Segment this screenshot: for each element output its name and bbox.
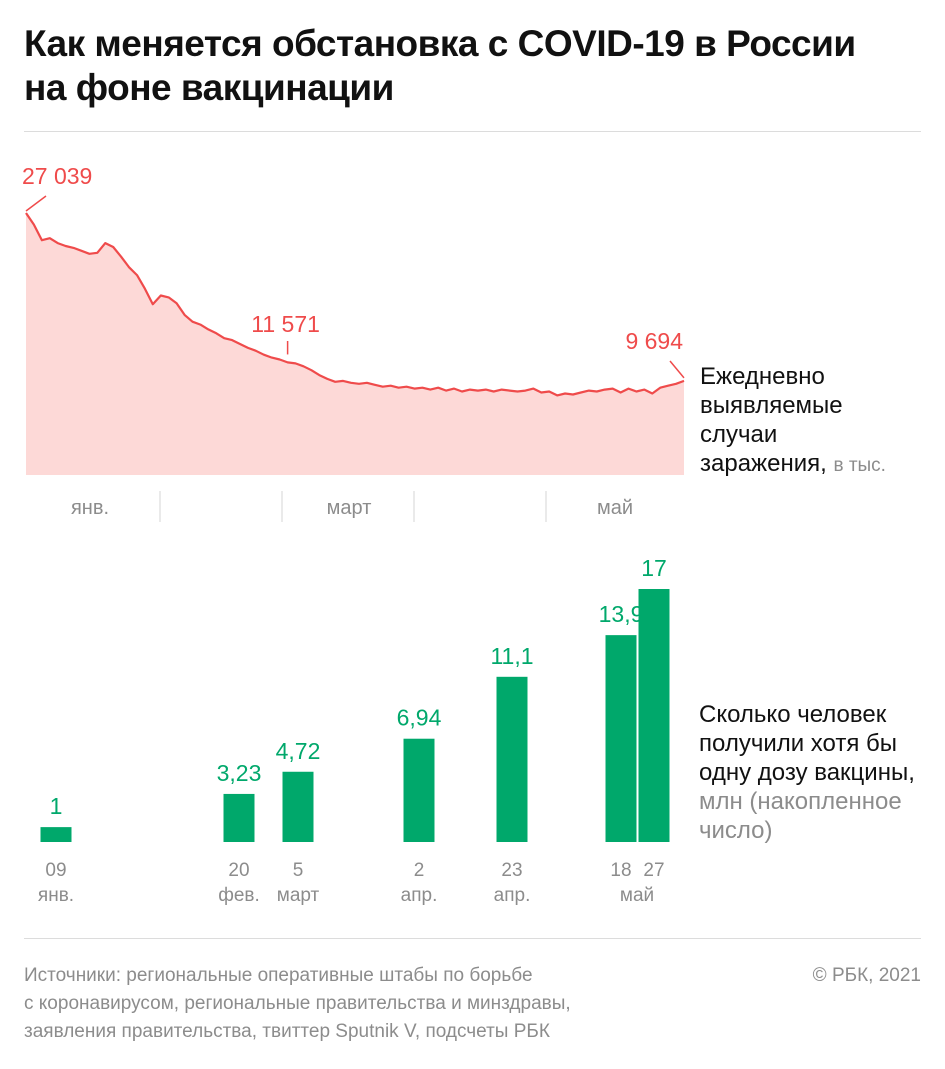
infections-desc-line-3: случаи	[700, 421, 778, 448]
sources-line-2: с коронавирусом, региональные правительс…	[24, 993, 571, 1014]
copyright: © РБК, 2021	[812, 965, 921, 986]
infections-area	[26, 213, 684, 475]
infections-desc-line-4: заражения,	[700, 450, 827, 477]
bar-date-label: 18	[610, 860, 631, 881]
vaccine-value-label: 13,9	[599, 601, 644, 627]
vaccine-desc-line-4: млн (накопленное	[699, 788, 902, 815]
top-divider	[24, 131, 921, 132]
vaccine-bar	[223, 793, 255, 842]
vaccine-value-label: 6,94	[397, 705, 442, 731]
vaccine-value-label: 3,23	[217, 760, 262, 786]
vaccine-value-label: 4,72	[276, 738, 321, 764]
chart-title: Как меняется обстановка с COVID-19 в Рос…	[24, 22, 924, 110]
bar-date-label: 09	[45, 860, 66, 881]
x-tick-label: янв.	[71, 497, 109, 519]
vaccine-desc-line-2: получили хотя бы	[699, 730, 898, 757]
title-line-1: Как меняется обстановка с COVID-19 в Рос…	[24, 23, 856, 64]
vaccine-desc-line-1: Сколько человек	[699, 701, 887, 728]
vaccine-value-label: 11,1	[490, 643, 533, 669]
infections-description: Ежедневно выявляемые случаи заражения, в…	[700, 362, 930, 480]
infections-line	[25, 212, 685, 397]
vaccine-bar	[605, 635, 637, 842]
infections-desc-line-2: выявляемые	[700, 392, 843, 419]
vaccine-bar	[282, 771, 314, 842]
vaccine-bar	[403, 738, 435, 842]
annotation-leader	[669, 360, 685, 379]
vaccine-desc-line-3: одну дозу вакцины,	[699, 759, 915, 786]
bar-month-label: фев.	[218, 885, 260, 906]
infections-desc-line-1: Ежедневно	[700, 363, 825, 390]
annotation-leader	[25, 195, 47, 212]
sources-line-1: Источники: региональные оперативные штаб…	[24, 965, 533, 986]
bar-month-label: янв.	[38, 885, 74, 906]
bar-date-label: 20	[228, 860, 249, 881]
bar-date-label: 2	[414, 860, 425, 881]
bar-month-label: апр.	[494, 885, 531, 906]
bar-date-label: 5	[293, 860, 304, 881]
covid-charts: янв. март май 27 039 11 571 9 694 1 09 янв. 3,23 2…	[22, 163, 685, 906]
title-line-2: на фоне вакцинации	[24, 67, 394, 108]
vaccine-bar	[638, 589, 670, 842]
vaccine-desc-line-5: число)	[699, 817, 773, 844]
vaccine-bar	[496, 676, 528, 842]
vaccine-value-label: 17	[641, 555, 667, 581]
sources-note: Источники: региональные оперативные штаб…	[24, 962, 724, 1046]
bar-date-label: 23	[501, 860, 522, 881]
bar-date-label: 27	[643, 860, 664, 881]
annotation-max-value: 27 039	[22, 163, 92, 189]
annotation-mid-value: 11 571	[251, 311, 320, 337]
infections-unit: в тыс.	[833, 455, 886, 476]
x-tick-label: март	[327, 497, 372, 519]
bar-month-label: май	[620, 885, 654, 906]
bar-month-label: март	[277, 885, 320, 906]
x-tick-label: май	[597, 497, 633, 519]
bar-month-label: апр.	[401, 885, 438, 906]
vaccine-bar	[40, 827, 72, 842]
annotation-last-value: 9 694	[625, 328, 683, 354]
bottom-divider	[24, 938, 921, 939]
sources-line-3: заявления правительства, твиттер Sputnik…	[24, 1021, 550, 1042]
vaccine-description: Сколько человек получили хотя бы одну до…	[699, 700, 935, 845]
vaccine-value-label: 1	[50, 793, 63, 819]
